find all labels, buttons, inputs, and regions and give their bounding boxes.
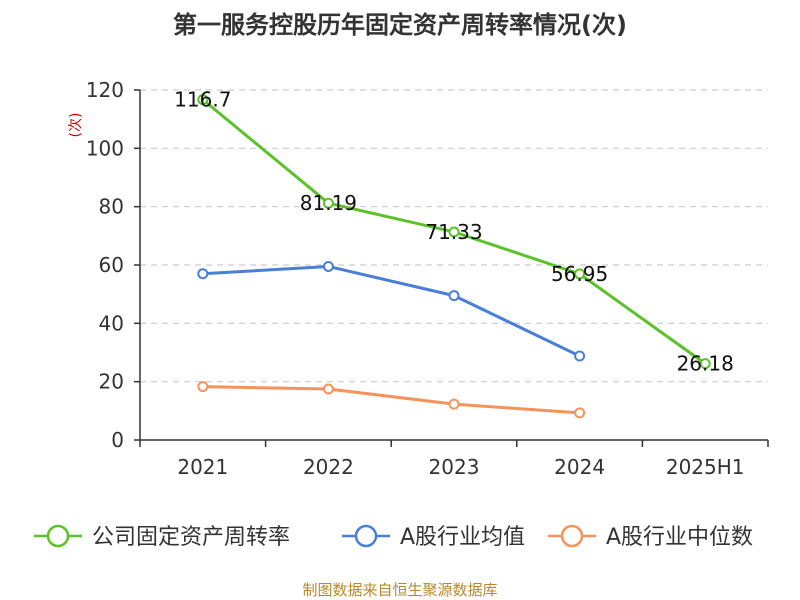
legend-label: A股行业均值 xyxy=(400,525,525,550)
y-tick-label: 20 xyxy=(99,370,124,394)
data-point xyxy=(574,350,586,362)
data-point xyxy=(699,358,711,370)
data-label: 71.33 xyxy=(425,220,482,244)
legend-item: A股行业中位数 xyxy=(548,524,753,550)
legend: 公司固定资产周转率 A股行业均值 A股行业中位数 xyxy=(34,524,753,550)
series-0 xyxy=(197,94,711,370)
legend-marker xyxy=(46,524,70,548)
y-tick-label: 120 xyxy=(86,78,124,102)
y-tick-label: 0 xyxy=(111,428,124,452)
axis-layer: 0 20 40 60 80 100 120 2021 2022 2023 2024 2025H1 xyxy=(86,78,769,479)
series-1 xyxy=(197,260,586,362)
y-tick-label: 80 xyxy=(99,195,124,219)
y-tick-label: 60 xyxy=(99,253,124,277)
series-line xyxy=(202,264,581,358)
y-tick-label: 100 xyxy=(86,136,124,160)
data-point xyxy=(574,407,586,419)
legend-marker xyxy=(560,524,584,548)
data-point xyxy=(574,268,586,280)
source-note: 制图数据来自恒生聚源数据库 xyxy=(302,581,497,599)
data-point xyxy=(322,260,334,272)
data-label-layer: 116.7 81.19 71.33 56.95 26.18 xyxy=(174,88,734,376)
data-label: 56.95 xyxy=(551,262,608,286)
x-tick-label: 2021 xyxy=(177,455,228,479)
legend-label: 公司固定资产周转率 xyxy=(92,525,290,550)
series-line xyxy=(202,385,580,415)
data-point xyxy=(448,290,460,302)
series-2 xyxy=(197,381,586,419)
data-label: 81.19 xyxy=(300,191,357,215)
data-label: 116.7 xyxy=(174,88,231,112)
data-point xyxy=(448,398,460,410)
data-point xyxy=(322,383,334,395)
data-label: 26.18 xyxy=(677,352,734,376)
legend-marker xyxy=(354,524,378,548)
y-tick-label: 40 xyxy=(99,311,124,335)
data-point xyxy=(197,381,209,393)
chart-title: 第一服务控股历年固定资产周转率情况(次) xyxy=(173,11,627,39)
x-tick-label: 2022 xyxy=(303,455,354,479)
x-tick-label: 2023 xyxy=(429,455,480,479)
series-layer xyxy=(197,94,711,419)
data-point xyxy=(197,94,209,106)
y-axis-label: (次) xyxy=(68,113,84,138)
legend-item: A股行业均值 xyxy=(342,524,525,550)
x-tick-label: 2025H1 xyxy=(666,455,745,479)
data-point xyxy=(322,197,334,209)
data-point xyxy=(197,268,209,280)
legend-label: A股行业中位数 xyxy=(606,525,753,550)
data-point xyxy=(448,226,460,238)
x-tick-label: 2024 xyxy=(554,455,605,479)
legend-item: 公司固定资产周转率 xyxy=(34,524,290,550)
grid-layer xyxy=(140,89,768,383)
